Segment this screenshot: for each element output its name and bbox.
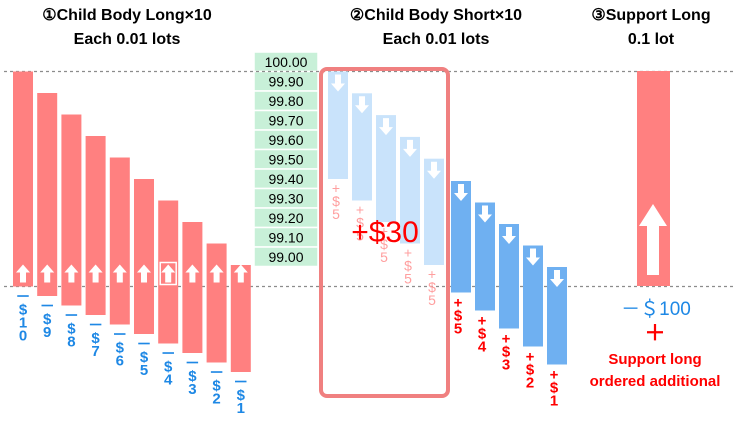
down-arrow-icon: [403, 139, 417, 157]
price-level-cell: [253, 246, 319, 268]
down-arrow-icon: [355, 96, 369, 114]
price-level-label: 99.00: [268, 249, 303, 265]
long-bar: [37, 93, 58, 296]
long-loss-label: －$ 4: [161, 346, 176, 389]
long-loss-label: －$ 8: [64, 308, 79, 351]
plus-sign: ＋: [645, 322, 666, 345]
support-loss-label: －＄100: [621, 298, 691, 320]
long-bar: [61, 114, 82, 306]
short-profit-label: + $5: [380, 223, 388, 265]
down-arrow-icon: [379, 118, 393, 136]
long-loss-label: －$ 6: [112, 327, 127, 370]
up-arrow-icon: [88, 264, 103, 283]
price-level-label: 99.50: [268, 152, 303, 168]
support-note-line: Support long: [608, 351, 701, 368]
short-closed-bar: [328, 71, 348, 179]
short-header-subtitle: Each 0.01 lots: [382, 31, 490, 48]
support-note-line: ordered additional: [590, 373, 721, 390]
short-profit-label: + $5: [332, 180, 340, 222]
long-header-title: ①Child Body Long×10: [42, 7, 212, 24]
short-closed-bar: [352, 93, 372, 201]
entry-marker-box: [159, 261, 177, 286]
up-arrow-icon: [137, 264, 151, 283]
up-arrow-icon: [639, 204, 667, 275]
support-header: ③Support Long 0.1 lot: [566, 4, 736, 52]
up-arrow-icon: [64, 264, 79, 283]
support-header-title: ③Support Long: [591, 7, 711, 24]
short-realized-label: + $2: [526, 349, 535, 392]
long-loss-label: －$ 3: [185, 355, 200, 398]
up-arrow-icon: [40, 264, 55, 283]
up-arrow-icon: [185, 264, 200, 283]
up-arrow-icon: [161, 264, 176, 283]
price-level-label: 99.70: [268, 113, 303, 129]
long-loss-label: －$ 1 0: [15, 289, 30, 345]
long-header-subtitle: Each 0.01 lots: [73, 31, 181, 48]
down-arrow-icon: [526, 248, 540, 266]
short-profit-label: + $5: [356, 202, 364, 244]
short-realized-label: + $4: [478, 313, 487, 356]
long-loss-label: －$ 9: [40, 298, 55, 341]
long-bar: [182, 222, 203, 353]
long-loss-label: －$ 5: [136, 336, 151, 379]
long-bar: [13, 71, 33, 287]
short-held-bar: [475, 202, 495, 311]
support-header-subtitle: 0.1 lot: [627, 31, 675, 48]
long-bar: [134, 179, 154, 334]
short-total-profit: +$30: [351, 216, 419, 249]
price-level-label: 99.30: [268, 191, 303, 207]
short-realized-label: + $1: [550, 367, 559, 410]
short-realized-label: + $3: [502, 331, 511, 374]
price-level-label: 99.20: [268, 210, 303, 226]
down-arrow-icon: [502, 227, 516, 244]
short-realized-label: + $5: [454, 295, 463, 338]
up-arrow-icon: [209, 264, 224, 283]
price-level-label: 100.00: [265, 54, 308, 70]
short-closed-bar: [376, 115, 396, 222]
long-loss-label: －$ 1: [233, 374, 248, 417]
long-bar: [109, 157, 130, 325]
down-arrow-icon: [454, 184, 468, 201]
up-arrow-icon: [233, 264, 248, 283]
long-bar: [206, 243, 227, 363]
up-arrow-icon: [112, 264, 127, 283]
short-closed-bar: [424, 158, 444, 265]
short-header: ②Child Body Short×10 Each 0.01 lots: [306, 4, 566, 52]
long-loss-label: －$ 7: [88, 317, 103, 360]
short-closed-bar: [400, 136, 420, 244]
short-header-title: ②Child Body Short×10: [349, 7, 523, 24]
long-bar: [85, 136, 106, 315]
profit-highlight-box: [319, 67, 450, 398]
price-level-label: 99.90: [268, 74, 303, 90]
down-arrow-icon: [550, 270, 564, 287]
down-arrow-icon: [478, 205, 492, 223]
short-held-bar: [547, 267, 567, 365]
short-profit-label: + $5: [404, 245, 412, 287]
long-header: ①Child Body Long×10 Each 0.01 lots: [0, 4, 254, 52]
short-profit-label: + $5: [428, 266, 436, 308]
price-level-label: 99.80: [268, 93, 303, 109]
short-held-bar: [523, 245, 543, 347]
short-held-bar: [499, 224, 519, 329]
price-level-label: 99.60: [268, 132, 303, 148]
price-level-label: 99.40: [268, 171, 303, 187]
down-arrow-icon: [427, 161, 441, 179]
long-loss-label: －$ 2: [209, 365, 224, 408]
down-arrow-icon: [331, 74, 345, 92]
price-level-label: 99.10: [268, 230, 303, 246]
short-held-bar: [451, 181, 471, 293]
up-arrow-icon: [16, 264, 30, 283]
long-bar: [230, 265, 251, 372]
